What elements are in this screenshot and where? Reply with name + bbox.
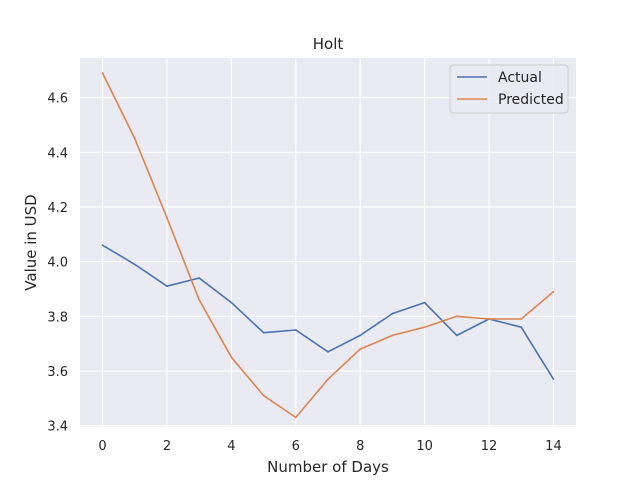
y-tick-label: 3.4 — [47, 420, 68, 435]
data-point-predicted — [133, 137, 136, 140]
data-point-actual — [391, 312, 394, 315]
data-point-actual — [294, 329, 297, 331]
data-point-predicted — [488, 318, 490, 320]
legend-label-predicted: Predicted — [498, 92, 564, 108]
x-tick-label: 0 — [98, 439, 106, 454]
x-tick-label: 10 — [416, 439, 433, 454]
y-tick-label: 3.8 — [47, 310, 68, 325]
data-point-predicted — [455, 315, 458, 318]
plot-area — [80, 58, 576, 427]
data-point-predicted — [423, 326, 426, 329]
y-axis-label: Value in USD — [22, 194, 40, 290]
data-point-actual — [455, 334, 458, 337]
x-tick-label: 8 — [356, 439, 364, 454]
x-tick-label: 12 — [481, 439, 498, 454]
x-tick-label: 4 — [227, 439, 235, 454]
data-point-actual — [101, 244, 104, 247]
data-point-predicted — [552, 290, 555, 293]
y-tick-label: 4.4 — [47, 146, 68, 161]
data-point-predicted — [520, 318, 523, 320]
x-tick-label: 14 — [545, 439, 562, 454]
data-point-predicted — [198, 299, 201, 301]
legend-label-actual: Actual — [498, 70, 542, 86]
data-point-predicted — [391, 334, 394, 337]
x-tick-label: 2 — [163, 439, 171, 454]
y-tick-labels: 3.4 3.6 3.8 4.0 4.2 4.4 4.6 — [47, 92, 68, 435]
data-point-predicted — [101, 72, 104, 74]
data-point-actual — [359, 334, 362, 337]
chart-title: Holt — [313, 35, 344, 53]
x-tick-label: 6 — [292, 439, 300, 454]
data-point-actual — [552, 378, 555, 381]
data-point-actual — [327, 350, 329, 353]
legend: Actual Predicted — [449, 64, 569, 114]
data-point-actual — [520, 326, 523, 329]
x-tick-labels: 0 2 4 6 8 10 12 14 — [98, 439, 561, 454]
series-layer — [101, 72, 555, 419]
grid-lines — [80, 58, 576, 427]
data-point-predicted — [230, 356, 233, 359]
data-point-predicted — [359, 348, 362, 350]
data-point-actual — [166, 285, 168, 288]
data-point-predicted — [262, 394, 265, 397]
y-tick-label: 3.6 — [47, 365, 68, 380]
y-tick-label: 4.2 — [47, 201, 68, 216]
data-point-predicted — [166, 217, 168, 219]
data-point-actual — [198, 277, 201, 279]
data-point-actual — [423, 301, 426, 304]
data-point-predicted — [327, 378, 329, 381]
y-tick-label: 4.0 — [47, 256, 68, 271]
y-tick-label: 4.6 — [47, 92, 68, 107]
data-point-predicted — [294, 416, 297, 419]
data-point-actual — [230, 301, 233, 304]
data-point-actual — [262, 331, 265, 334]
data-point-actual — [133, 263, 136, 266]
x-axis-label: Number of Days — [267, 458, 389, 476]
